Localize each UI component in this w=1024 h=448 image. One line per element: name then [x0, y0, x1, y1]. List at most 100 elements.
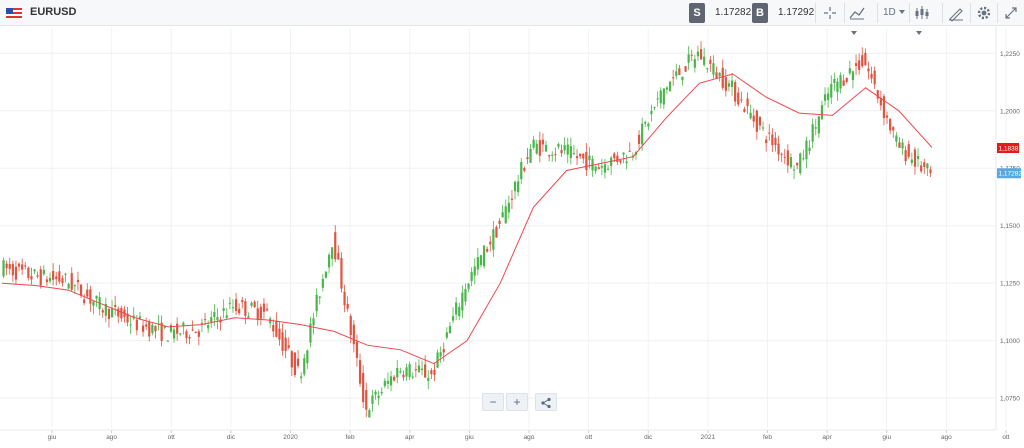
- candle-body: [182, 322, 185, 327]
- candle-body: [870, 73, 873, 79]
- candle-body: [337, 252, 340, 260]
- buy-button[interactable]: B: [752, 3, 768, 23]
- candle-body: [21, 264, 24, 270]
- candle-body: [95, 295, 98, 299]
- candle-body: [293, 352, 297, 376]
- crosshair-icon[interactable]: [820, 3, 840, 23]
- zoom-out-button[interactable]: −: [482, 393, 504, 411]
- time-tick-label: ott: [585, 434, 592, 441]
- candle-body: [303, 358, 306, 375]
- candle-body: [148, 322, 151, 337]
- time-tick-label: dic: [227, 434, 236, 441]
- candle-body: [895, 135, 898, 142]
- candle-body: [761, 127, 765, 129]
- time-tick-label: dic: [644, 434, 653, 441]
- candle-body: [575, 156, 579, 159]
- candle-body: [45, 279, 49, 283]
- candle-body: [541, 139, 545, 145]
- candle-body: [675, 71, 678, 76]
- candle-body: [154, 325, 157, 332]
- candle-body: [647, 123, 650, 127]
- candle-body: [194, 331, 197, 334]
- candle-body: [203, 319, 207, 321]
- candle-body: [898, 142, 901, 148]
- candle-body: [569, 146, 572, 159]
- candle-body: [92, 301, 95, 306]
- timeframe-label: 1D: [883, 7, 896, 18]
- candle-body: [89, 289, 92, 304]
- time-tick-label: apr: [405, 434, 415, 441]
- candle-body: [210, 317, 213, 323]
- candle-body: [820, 105, 824, 120]
- candle-body: [48, 277, 52, 282]
- candle-body: [811, 124, 814, 142]
- candle-body: [420, 368, 424, 371]
- chart-type-icon[interactable]: [848, 3, 874, 35]
- zoom-in-button[interactable]: +: [506, 393, 528, 411]
- candle-body: [250, 302, 253, 306]
- candle-body: [594, 166, 597, 172]
- candle-body: [399, 371, 402, 373]
- current-price-tag: [997, 168, 1021, 179]
- candle-body: [200, 322, 204, 325]
- gear-icon[interactable]: [974, 3, 994, 23]
- candle-body: [814, 127, 817, 129]
- candle-body: [327, 254, 331, 268]
- sell-button[interactable]: S: [689, 3, 705, 23]
- candle-body: [179, 333, 182, 335]
- candle-body: [904, 150, 907, 162]
- candle-body: [867, 68, 870, 72]
- candle-body: [572, 153, 576, 155]
- candle-body: [495, 226, 498, 238]
- timeframe-select[interactable]: 1D: [883, 3, 907, 23]
- candle-body: [889, 119, 892, 131]
- candle-body: [207, 325, 210, 329]
- time-tick-label: 2020: [283, 434, 298, 441]
- candle-body: [405, 367, 408, 377]
- candle-body: [138, 316, 142, 319]
- candle-body: [823, 94, 827, 101]
- share-button[interactable]: [535, 393, 557, 411]
- candle-body: [715, 72, 718, 78]
- candle-body: [352, 324, 355, 345]
- candle-body: [910, 159, 913, 163]
- candle-body: [216, 317, 219, 321]
- candle-body: [758, 117, 762, 126]
- draw-icon[interactable]: [946, 3, 966, 23]
- candle-body: [448, 326, 452, 334]
- candle-body: [730, 80, 734, 87]
- current-price-label: 1,17282: [999, 171, 1023, 178]
- candle-body: [166, 340, 169, 342]
- candle-body: [417, 365, 421, 372]
- candle-body: [247, 316, 250, 318]
- indicators-icon[interactable]: [913, 3, 939, 35]
- candle-body: [104, 303, 107, 316]
- candle-body: [768, 132, 771, 134]
- candle-body: [110, 308, 114, 318]
- candle-body: [588, 155, 591, 161]
- candle-body: [455, 302, 458, 315]
- candle-body: [172, 329, 176, 339]
- candle-body: [439, 352, 442, 357]
- candle-body: [55, 276, 58, 280]
- candle-body: [346, 303, 349, 309]
- time-tick-label: giu: [48, 434, 57, 441]
- candle-body: [114, 304, 117, 307]
- candle-body: [920, 165, 923, 172]
- candle-body: [585, 151, 588, 170]
- fullscreen-icon[interactable]: [1001, 3, 1021, 23]
- candle-body: [721, 67, 724, 88]
- candle-body: [117, 308, 120, 317]
- candle-body: [259, 306, 262, 319]
- price-axis: 1,22501,20001,17501,15001,12501,10001,07…: [1000, 51, 1020, 403]
- candle-body: [796, 162, 799, 166]
- candle-body: [901, 142, 904, 149]
- candle-body: [523, 168, 526, 171]
- candle-body: [324, 271, 328, 278]
- candle-body: [501, 212, 504, 218]
- candle-body: [318, 296, 321, 298]
- candle-body: [780, 153, 783, 155]
- time-tick-label: ago: [524, 434, 535, 441]
